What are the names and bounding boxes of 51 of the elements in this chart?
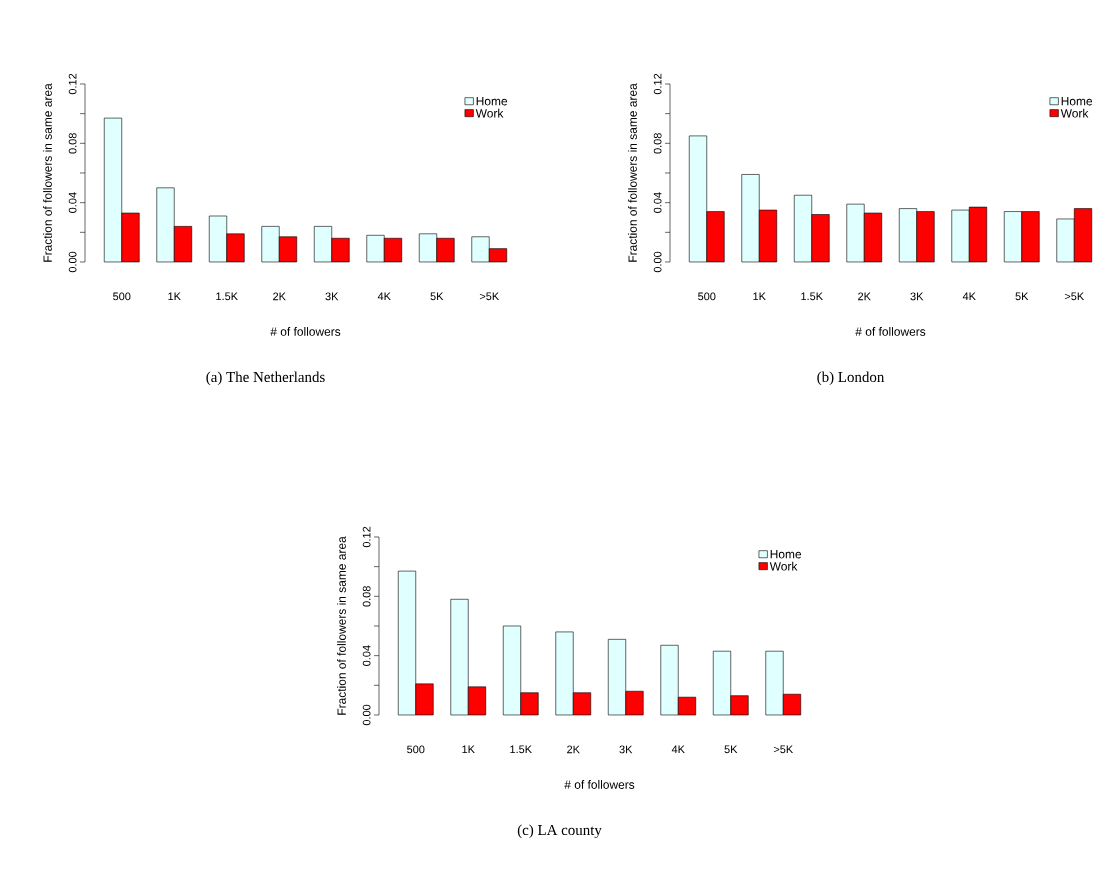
legend-label: Work bbox=[475, 108, 504, 118]
x-tick-label: 5K bbox=[724, 745, 738, 754]
y-tick-label: 0.00 bbox=[653, 251, 662, 273]
x-tick-label: 1.5K bbox=[216, 292, 238, 301]
x-tick-label: 2K bbox=[567, 745, 580, 754]
y-tick-label: 0.04 bbox=[362, 645, 371, 666]
x-tick-label: 1K bbox=[168, 292, 181, 301]
y-axis-title: Fraction of followers in same area bbox=[628, 83, 637, 262]
legend-label: Work bbox=[1060, 108, 1089, 118]
y-axis-title: Fraction of followers in same area bbox=[43, 83, 52, 262]
x-tick-label: 4K bbox=[962, 292, 976, 301]
y-tick-label: 0.12 bbox=[68, 73, 77, 95]
x-axis-title: # of followers bbox=[855, 327, 926, 336]
x-tick-label: 2K bbox=[273, 292, 286, 301]
x-tick-label: 500 bbox=[113, 292, 131, 301]
legend-label: Work bbox=[769, 561, 798, 571]
y-tick-label: 0.12 bbox=[653, 73, 662, 95]
x-tick-label: 3K bbox=[619, 745, 633, 754]
y-tick-label: 0.04 bbox=[653, 192, 662, 213]
x-tick-label: 1K bbox=[753, 292, 766, 301]
y-tick-label: 0.00 bbox=[362, 704, 371, 726]
legend-label: Home bbox=[476, 97, 508, 106]
x-tick-label: 4K bbox=[377, 292, 391, 301]
x-tick-label: >5K bbox=[479, 292, 500, 301]
text: (a) The Netherlands bbox=[206, 371, 325, 386]
y-tick-label: 0.08 bbox=[68, 133, 77, 154]
text: (b) London bbox=[817, 371, 885, 386]
x-tick-label: 2K bbox=[858, 292, 871, 301]
y-tick-label: 0.08 bbox=[362, 586, 371, 607]
x-tick-label: 1.5K bbox=[510, 745, 532, 754]
x-tick-label: 1.5K bbox=[801, 292, 823, 301]
y-tick-label: 0.00 bbox=[68, 251, 77, 273]
x-tick-label: 3K bbox=[325, 292, 339, 301]
text: (c) LA county bbox=[517, 824, 602, 839]
x-tick-label: >5K bbox=[773, 745, 794, 754]
x-tick-label: 5K bbox=[430, 292, 444, 301]
x-tick-label: >5K bbox=[1064, 292, 1085, 301]
x-tick-label: 1K bbox=[462, 745, 475, 754]
x-axis-title: # of followers bbox=[564, 780, 635, 789]
x-tick-label: 500 bbox=[698, 292, 716, 301]
y-tick-label: 0.04 bbox=[68, 192, 77, 213]
y-axis-title: Fraction of followers in same area bbox=[337, 536, 346, 715]
x-tick-label: 5K bbox=[1015, 292, 1029, 301]
x-axis-title: # of followers bbox=[270, 327, 341, 336]
x-tick-label: 4K bbox=[671, 745, 685, 754]
y-tick-label: 0.12 bbox=[362, 526, 371, 548]
x-tick-label: 500 bbox=[407, 745, 425, 754]
x-tick-label: 3K bbox=[910, 292, 924, 301]
y-tick-label: 0.08 bbox=[653, 133, 662, 154]
legend-label: Home bbox=[770, 550, 802, 559]
legend-label: Home bbox=[1061, 97, 1093, 106]
